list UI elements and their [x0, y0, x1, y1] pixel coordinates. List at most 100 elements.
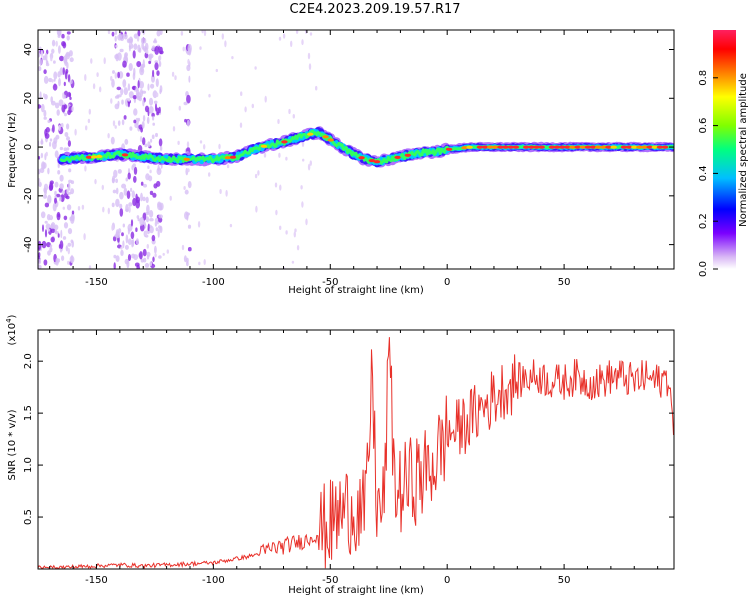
colorbar-tick-label: 0.0: [698, 261, 709, 277]
noise-speckle: [140, 126, 144, 133]
ridge-core: [404, 153, 412, 157]
noise-speckle: [309, 32, 313, 36]
noise-speckle: [239, 122, 243, 128]
noise-speckle: [154, 245, 157, 254]
noise-speckle: [186, 141, 190, 148]
noise-speckle: [132, 163, 136, 168]
snr-plot: -150 -100 -50 0 50 0.5 1.0 1.5 2.0 Height of st…: [5, 314, 675, 596]
noise-speckle: [143, 183, 147, 188]
noise-speckle: [121, 119, 125, 126]
noise-speckle: [45, 151, 48, 157]
ridge-core: [96, 154, 103, 159]
noise-speckle: [295, 30, 299, 34]
noise-speckle: [151, 74, 155, 83]
ridge-core: [481, 145, 489, 149]
noise-speckle: [115, 178, 118, 183]
noise-speckle: [130, 231, 135, 240]
noise-speckle: [292, 114, 295, 119]
noise-speckle: [67, 74, 71, 83]
noise-speckle: [277, 119, 280, 124]
noise-speckle: [70, 254, 74, 263]
noise-speckle: [144, 143, 148, 148]
noise-speckle: [69, 216, 73, 221]
noise-speckle: [183, 186, 186, 190]
spectrogram-frame: [37, 29, 675, 270]
noise-speckle: [102, 206, 105, 213]
ridge-core: [579, 145, 586, 149]
noise-speckle: [155, 132, 158, 138]
noise-speckle: [61, 255, 65, 261]
ridge-core: [307, 132, 314, 136]
noise-speckle: [201, 30, 204, 34]
noise-speckle: [66, 35, 70, 41]
noise-speckle: [137, 117, 141, 122]
ridge-core: [394, 155, 401, 159]
noise-speckle: [57, 170, 61, 175]
noise-speckle: [159, 46, 163, 55]
ridge-core: [358, 156, 365, 160]
ridge-core: [553, 145, 561, 149]
noise-speckle: [114, 72, 118, 79]
noise-speckle: [150, 138, 153, 143]
noise-speckle: [63, 55, 68, 64]
noise-speckle: [140, 192, 143, 202]
noise-speckle: [187, 224, 192, 229]
noise-speckle: [302, 158, 305, 162]
ridge-core: [569, 145, 576, 149]
noise-speckle: [60, 229, 63, 239]
noise-speckle: [123, 115, 127, 120]
noise-speckle: [44, 229, 48, 238]
noise-speckle: [151, 112, 155, 118]
noise-speckle: [51, 79, 54, 83]
noise-speckle: [152, 192, 157, 198]
noise-speckle: [40, 103, 45, 113]
noise-speckle: [70, 239, 74, 244]
ridge-core: [528, 145, 535, 149]
ridge-core: [584, 145, 592, 149]
x-tick-label: -100: [202, 277, 225, 288]
ridge-core: [559, 145, 566, 149]
noise-speckle: [218, 143, 221, 150]
noise-speckle: [203, 259, 206, 265]
noise-speckle: [152, 256, 155, 263]
noise-speckle: [40, 152, 44, 159]
noise-speckle: [54, 229, 57, 233]
x-tick-label: 50: [558, 575, 571, 586]
noise-speckle: [282, 33, 286, 39]
noise-speckle: [125, 177, 129, 182]
noise-speckle: [132, 197, 137, 207]
noise-speckle: [231, 56, 234, 60]
noise-speckle: [57, 233, 60, 238]
ridge-core: [466, 145, 473, 149]
noise-speckle: [133, 119, 137, 124]
noise-speckle: [68, 50, 73, 57]
noise-speckle: [51, 48, 55, 54]
noise-speckle: [67, 247, 71, 255]
ridge-core: [523, 145, 530, 149]
noise-speckle: [59, 55, 64, 62]
noise-speckle: [156, 70, 160, 76]
y-tick-label: 1.0: [23, 457, 34, 473]
noise-speckle: [278, 152, 281, 158]
chart-title: C2E4.2023.209.19.57.R17: [289, 2, 461, 17]
noise-speckle: [275, 209, 278, 216]
noise-speckle: [224, 40, 227, 48]
noise-speckle: [63, 147, 68, 151]
noise-speckle: [61, 33, 65, 39]
noise-speckle: [135, 227, 138, 232]
noise-speckle: [148, 106, 154, 114]
noise-speckle: [145, 173, 150, 181]
noise-speckle: [115, 187, 119, 195]
noise-speckle: [149, 225, 154, 234]
noise-speckle: [131, 190, 135, 199]
noise-speckle: [141, 90, 147, 94]
noise-speckle: [111, 202, 115, 208]
noise-speckle: [66, 123, 70, 130]
noise-speckle: [149, 190, 154, 196]
noise-speckle: [113, 169, 118, 178]
noise-speckle: [158, 225, 161, 229]
ridge-core: [661, 145, 669, 149]
noise-speckle: [240, 91, 243, 96]
noise-speckle: [158, 214, 163, 219]
noise-speckle: [68, 168, 72, 173]
